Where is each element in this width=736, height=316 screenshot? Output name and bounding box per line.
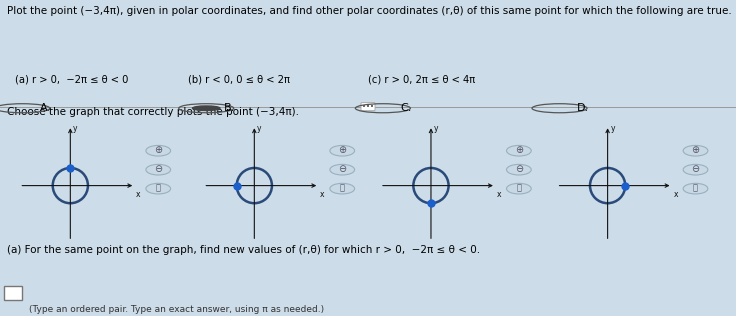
- Circle shape: [330, 145, 355, 156]
- Text: (a) r > 0,  −2π ≤ θ < 0: (a) r > 0, −2π ≤ θ < 0: [15, 75, 128, 85]
- FancyBboxPatch shape: [4, 286, 22, 300]
- Text: ⊖: ⊖: [691, 164, 700, 174]
- Text: ⊕: ⊕: [514, 145, 523, 155]
- Text: A.: A.: [40, 103, 51, 113]
- Text: y: y: [257, 124, 261, 133]
- Circle shape: [683, 183, 708, 194]
- Circle shape: [683, 164, 708, 175]
- Text: y: y: [434, 124, 438, 133]
- Text: ⧉: ⧉: [693, 184, 698, 192]
- Text: ⊖: ⊖: [514, 164, 523, 174]
- Circle shape: [506, 164, 531, 175]
- Text: y: y: [73, 124, 77, 133]
- Text: (a) For the same point on the graph, find new values of (r,θ) for which r > 0,  : (a) For the same point on the graph, fin…: [7, 245, 481, 255]
- Circle shape: [506, 183, 531, 194]
- Text: ⊕: ⊕: [691, 145, 700, 155]
- Text: (c) r > 0, 2π ≤ θ < 4π: (c) r > 0, 2π ≤ θ < 4π: [368, 75, 475, 85]
- Circle shape: [330, 164, 355, 175]
- Text: ⊖: ⊖: [338, 164, 347, 174]
- Text: ⊕: ⊕: [338, 145, 347, 155]
- Text: ⧉: ⧉: [340, 184, 344, 192]
- Circle shape: [146, 183, 171, 194]
- Circle shape: [146, 145, 171, 156]
- Text: C.: C.: [400, 103, 411, 113]
- Text: x: x: [673, 190, 678, 199]
- Text: (Type an ordered pair. Type an exact answer, using π as needed.): (Type an ordered pair. Type an exact ans…: [29, 305, 325, 314]
- Text: ⊕: ⊕: [154, 145, 163, 155]
- Circle shape: [506, 145, 531, 156]
- Circle shape: [193, 106, 220, 111]
- Text: B.: B.: [224, 103, 235, 113]
- Circle shape: [683, 145, 708, 156]
- Circle shape: [146, 164, 171, 175]
- Text: Plot the point (−3,4π), given in polar coordinates, and find other polar coordin: Plot the point (−3,4π), given in polar c…: [7, 6, 732, 16]
- Text: (b) r < 0, 0 ≤ θ < 2π: (b) r < 0, 0 ≤ θ < 2π: [188, 75, 290, 85]
- Text: x: x: [497, 190, 501, 199]
- Text: x: x: [320, 190, 325, 199]
- Text: ⊖: ⊖: [154, 164, 163, 174]
- Text: ⧉: ⧉: [156, 184, 160, 192]
- Text: x: x: [136, 190, 141, 199]
- Text: ⧉: ⧉: [517, 184, 521, 192]
- Text: Choose the graph that correctly plots the point (−3,4π).: Choose the graph that correctly plots th…: [7, 107, 300, 117]
- Text: y: y: [610, 124, 615, 133]
- Circle shape: [330, 183, 355, 194]
- Text: D.: D.: [577, 103, 589, 113]
- Text: •••: •••: [362, 104, 374, 110]
